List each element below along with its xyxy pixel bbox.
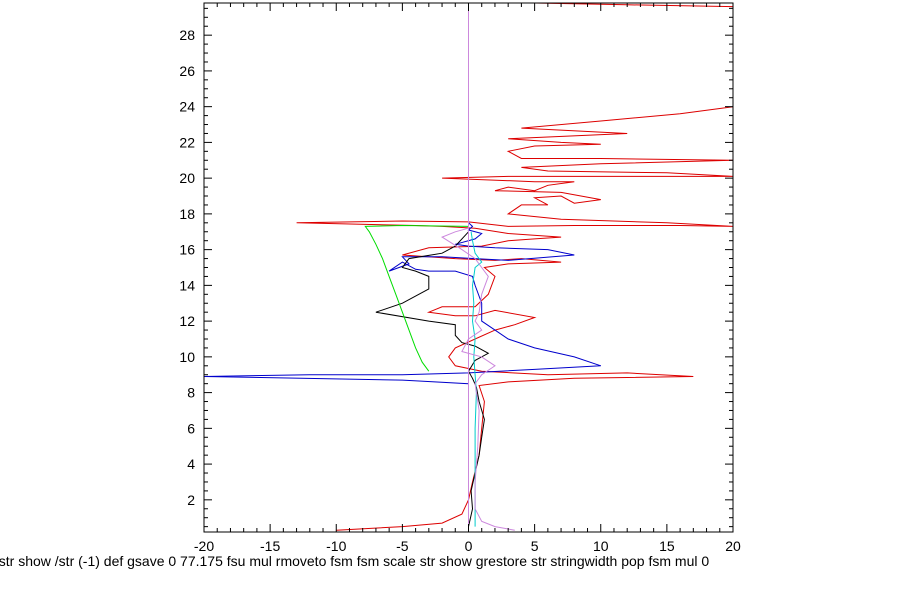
x-tick-label: 10 <box>593 538 609 554</box>
y-tick-label: 8 <box>187 385 195 401</box>
x-tick-label: -20 <box>194 538 214 554</box>
y-tick-label: 6 <box>187 420 195 436</box>
label-layer: -20 -15 -10 -5 0 5 10 15 20246810121416182022242… <box>179 27 741 554</box>
footer-text: f str show /str (-1) def gsave 0 77.175 … <box>0 553 710 569</box>
y-tick-label: 22 <box>179 134 195 150</box>
y-tick-label: 12 <box>179 313 195 329</box>
x-tick-label: 15 <box>659 538 675 554</box>
x-tick-label: 0 <box>465 538 473 554</box>
y-tick-label: 4 <box>187 456 195 472</box>
y-tick-label: 20 <box>179 170 195 186</box>
y-tick-label: 28 <box>179 27 195 43</box>
x-tick-label: -10 <box>326 538 346 554</box>
series-line-2 <box>534 2 734 8</box>
series-line-7 <box>441 227 515 531</box>
y-tick-label: 14 <box>179 277 195 293</box>
series-line-5 <box>364 224 469 372</box>
x-tick-label: -15 <box>260 538 280 554</box>
y-tick-label: 2 <box>187 492 195 508</box>
x-tick-label: 5 <box>531 538 539 554</box>
y-tick-label: 24 <box>179 99 195 115</box>
x-tick-label: 20 <box>725 538 741 554</box>
series-line-1 <box>296 106 734 531</box>
series-line-3 <box>203 222 601 527</box>
x-tick-label: -5 <box>396 538 409 554</box>
y-tick-label: 18 <box>179 206 195 222</box>
tick-layer <box>203 3 734 532</box>
y-tick-label: 10 <box>179 349 195 365</box>
series-layer <box>203 2 734 532</box>
y-tick-label: 16 <box>179 242 195 258</box>
series-line-6 <box>470 231 483 527</box>
y-tick-label: 26 <box>179 63 195 79</box>
